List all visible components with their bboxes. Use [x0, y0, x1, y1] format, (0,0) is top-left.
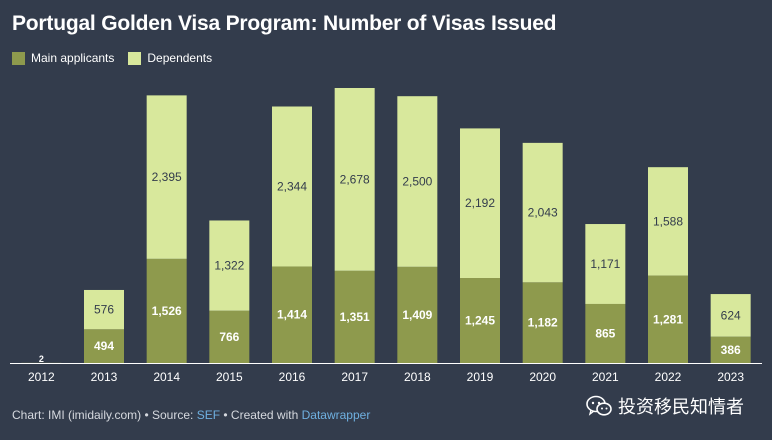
bar-main-2023	[710, 336, 751, 363]
legend-item-dependents: Dependents	[128, 51, 212, 65]
x-tick-label-2019: 2019	[467, 370, 494, 384]
legend-label-main: Main applicants	[31, 51, 115, 65]
bar-main-2013	[84, 329, 124, 363]
data-label-dependents-2015: 1,322	[214, 259, 244, 273]
data-label-dependents-2017: 2,678	[340, 172, 370, 186]
data-label-main-2021: 865	[595, 326, 615, 340]
bar-dependents-2020	[522, 142, 563, 283]
bar-main-2016	[272, 266, 312, 363]
legend-label-dependents: Dependents	[147, 51, 213, 65]
bar-dependents-2014	[146, 95, 187, 259]
brand-name: 投资移民知情者	[618, 397, 744, 417]
chart-footer: Chart: IMI (imidaily.com) • Source: SEF …	[12, 408, 370, 422]
bar-dependents-2013	[84, 289, 124, 330]
bar-dependents-2022	[648, 167, 688, 276]
data-label-dependents-2018: 2,500	[402, 175, 432, 189]
legend-swatch-dependents	[128, 51, 142, 65]
bar-dependents-2018	[397, 96, 438, 267]
bar-dependents-2015	[209, 220, 250, 311]
legend-item-main: Main applicants	[12, 51, 114, 65]
data-label-dependents-2021: 1,171	[590, 257, 620, 271]
data-label-main-2015: 766	[219, 330, 239, 344]
data-label-dependents-2023: 624	[721, 308, 741, 322]
bar-dependents-2021	[585, 224, 626, 304]
bar-dependents-2023	[710, 294, 751, 337]
x-tick-label-2020: 2020	[529, 370, 556, 384]
x-tick-label-2023: 2023	[717, 370, 744, 384]
data-label-dependents-2022: 1,588	[653, 214, 683, 228]
brand: 投资移民知情者	[586, 393, 744, 419]
bar-main-2020	[522, 282, 563, 363]
source-link[interactable]: SEF	[196, 408, 221, 422]
bar-dependents-2019	[460, 128, 500, 279]
x-tick-label-2018: 2018	[404, 370, 431, 384]
bar-dependents-2017	[334, 88, 375, 271]
bar-main-2021	[585, 303, 626, 363]
data-label-dependents-2019: 2,192	[465, 196, 495, 210]
x-tick-label-2021: 2021	[592, 370, 619, 384]
wechat-icon	[586, 395, 612, 416]
x-tick-label-2022: 2022	[655, 370, 682, 384]
data-label-main-2016: 1,414	[277, 308, 307, 322]
bar-dependents-2016	[272, 106, 312, 267]
data-label-main-2019: 1,245	[465, 314, 495, 328]
data-label-main-2014: 1,526	[152, 304, 182, 318]
x-tick-label-2014: 2014	[153, 370, 180, 384]
x-tick-label-2015: 2015	[216, 370, 243, 384]
data-label-main-2012: 2	[39, 354, 44, 364]
datawrapper-link[interactable]: Datawrapper	[301, 408, 371, 422]
data-label-main-2017: 1,351	[340, 310, 370, 324]
bar-main-2019	[460, 278, 500, 363]
footer-middle: • Created with	[220, 408, 302, 422]
x-tick-label-2017: 2017	[341, 370, 368, 384]
data-label-dependents-2013: 576	[94, 303, 114, 317]
data-label-dependents-2014: 2,395	[152, 170, 182, 184]
x-tick-label-2012: 2012	[28, 370, 55, 384]
data-label-dependents-2016: 2,344	[277, 179, 307, 193]
bar-main-2017	[334, 270, 375, 363]
bar-main-2015	[209, 310, 250, 363]
data-label-main-2022: 1,281	[653, 312, 683, 326]
data-label-main-2013: 494	[94, 339, 114, 353]
data-label-main-2020: 1,182	[528, 316, 558, 330]
chart-title: Portugal Golden Visa Program: Number of …	[12, 12, 557, 35]
legend: Main applicants Dependents	[12, 51, 212, 65]
x-tick-label-2016: 2016	[279, 370, 306, 384]
bar-main-2022	[648, 275, 688, 363]
footer-prefix: Chart: IMI (imidaily.com) • Source:	[12, 408, 197, 422]
bar-main-2014	[146, 258, 187, 363]
legend-swatch-main	[12, 51, 25, 65]
data-label-main-2018: 1,409	[402, 308, 432, 322]
x-tick-label-2013: 2013	[91, 370, 118, 384]
bar-main-2018	[397, 266, 438, 363]
data-label-main-2023: 386	[721, 343, 741, 357]
data-label-dependents-2020: 2,043	[528, 206, 558, 220]
